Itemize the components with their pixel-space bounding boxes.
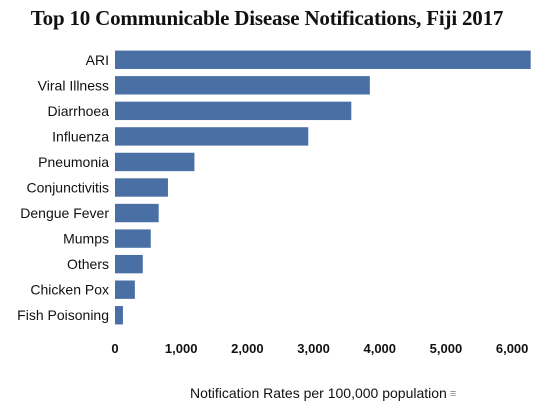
x-tick-label: 3,000 xyxy=(297,341,330,356)
category-label: Fish Poisoning xyxy=(17,307,109,323)
bar-conjunctivitis xyxy=(115,178,168,197)
x-tick-label: 1,000 xyxy=(165,341,198,356)
category-label: Dengue Fever xyxy=(20,205,109,221)
bar-diarrhoea xyxy=(115,101,352,121)
category-label: Influenza xyxy=(52,128,109,144)
chart-title: Top 10 Communicable Disease Notification… xyxy=(30,6,504,30)
bar-dengue-fever xyxy=(115,203,159,223)
category-label: Chicken Pox xyxy=(30,282,109,298)
category-label: Conjunctivitis xyxy=(27,180,109,196)
bar-ari xyxy=(115,50,531,69)
bar-influenza xyxy=(115,127,309,146)
x-tick-label: 5,000 xyxy=(430,341,463,356)
bar-mumps xyxy=(115,229,151,248)
category-label: Pneumonia xyxy=(38,154,109,170)
bar-chicken-pox xyxy=(115,280,135,299)
x-axis-title: Notification Rates per 100,000 populatio… xyxy=(190,385,447,401)
category-label: Mumps xyxy=(63,231,109,247)
category-label: Diarrhoea xyxy=(48,103,110,119)
category-label: ARI xyxy=(86,52,109,68)
sort-descending-icon[interactable]: ≡ xyxy=(449,388,457,401)
x-tick-label: 4,000 xyxy=(363,341,396,356)
category-label: Viral Illness xyxy=(38,77,109,93)
bar-pneumonia xyxy=(115,152,195,172)
bar-fish-poisoning xyxy=(115,306,123,325)
bar-viral-illness xyxy=(115,76,370,95)
x-tick-label: 6,000 xyxy=(496,341,529,356)
category-label: Others xyxy=(67,256,109,272)
x-tick-label: 2,000 xyxy=(231,341,264,356)
x-axis-title-wrap: Notification Rates per 100,000 populatio… xyxy=(190,385,456,401)
x-tick-label: 0 xyxy=(111,341,118,356)
bar-others xyxy=(115,254,143,274)
